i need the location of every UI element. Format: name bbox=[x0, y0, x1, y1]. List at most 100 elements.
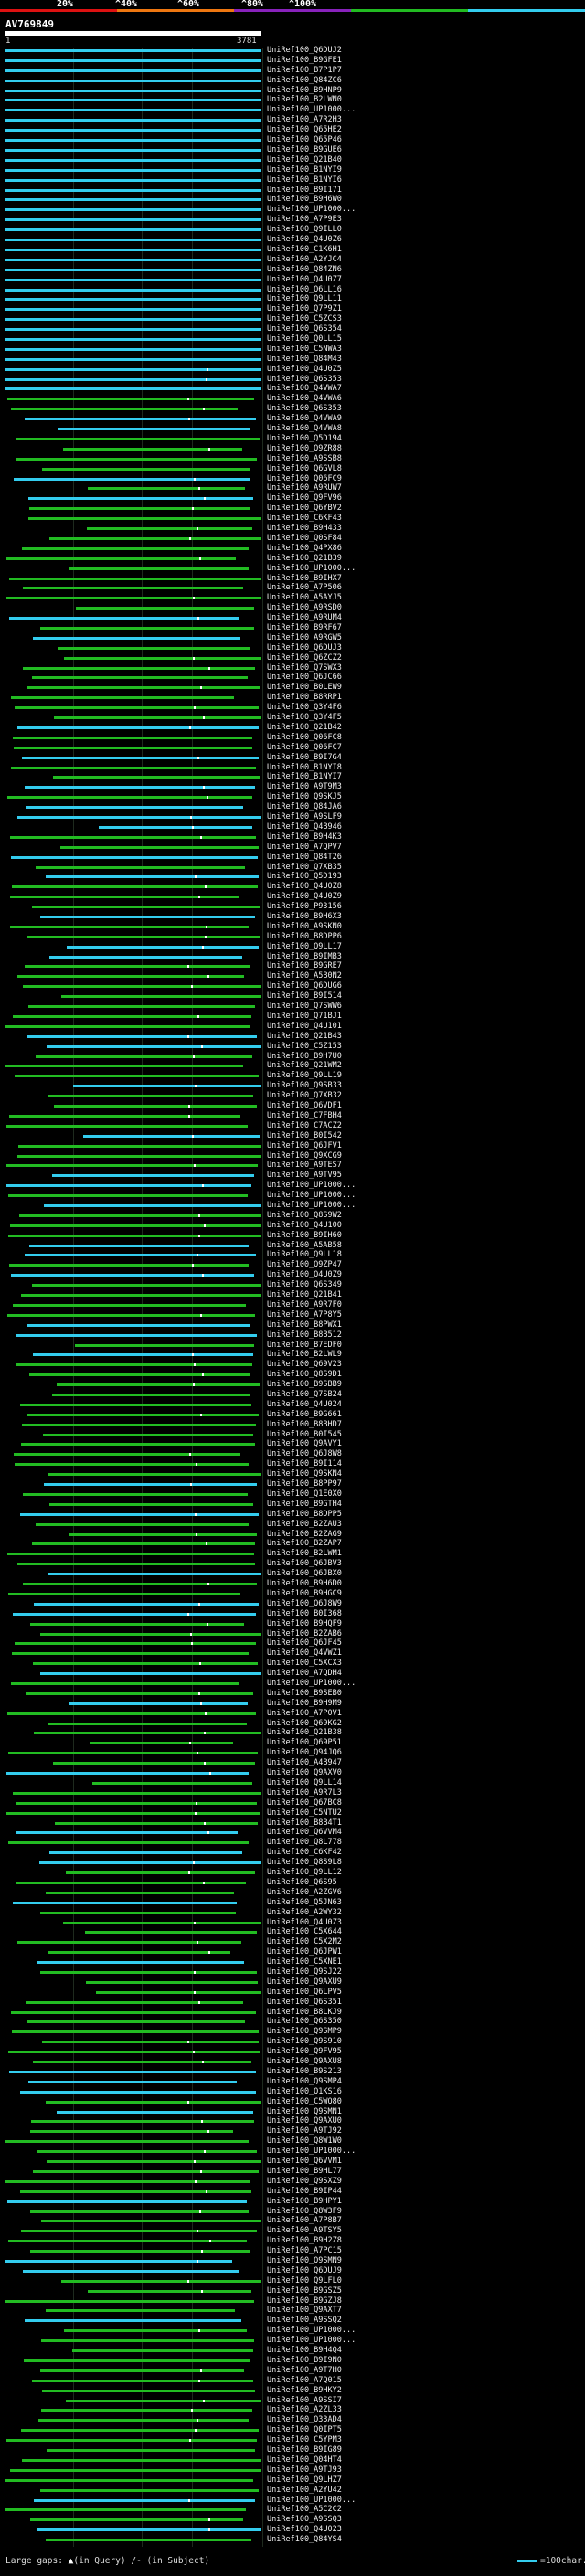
hit-row[interactable]: UniRef100_C5ZCS3 bbox=[0, 315, 585, 323]
hit-row[interactable]: UniRef100_A9TV95 bbox=[0, 1171, 585, 1180]
hit-label[interactable]: UniRef100_P93156 bbox=[267, 902, 342, 912]
hit-row[interactable]: UniRef100_Q84M43 bbox=[0, 355, 585, 364]
hit-row[interactable]: UniRef100_Q6J8W9 bbox=[0, 1599, 585, 1608]
hit-row[interactable]: UniRef100_A9T7H0 bbox=[0, 2366, 585, 2375]
hit-row[interactable]: UniRef100_Q9ZR88 bbox=[0, 444, 585, 453]
hit-label[interactable]: UniRef100_Q6LL16 bbox=[267, 284, 342, 294]
hit-label[interactable]: UniRef100_Q6DUJ9 bbox=[267, 2265, 342, 2275]
hit-row[interactable]: UniRef100_A2ZL33 bbox=[0, 2406, 585, 2414]
hit-label[interactable]: UniRef100_A2WY32 bbox=[267, 1907, 342, 1917]
hit-label[interactable]: UniRef100_A7P9E3 bbox=[267, 215, 342, 225]
hit-row[interactable]: UniRef100_B9HKY2 bbox=[0, 2386, 585, 2395]
hit-label[interactable]: UniRef100_Q6J8W8 bbox=[267, 1449, 342, 1459]
hit-row[interactable]: UniRef100_Q9FV96 bbox=[0, 494, 585, 503]
hit-row[interactable]: UniRef100_B9H7U0 bbox=[0, 1051, 585, 1061]
hit-row[interactable]: UniRef100_Q8S9D1 bbox=[0, 1371, 585, 1379]
hit-row[interactable]: UniRef100_Q9SKJ5 bbox=[0, 793, 585, 801]
hit-label[interactable]: UniRef100_B9HGC9 bbox=[267, 1588, 342, 1598]
hit-label[interactable]: UniRef100_B9IMB3 bbox=[267, 951, 342, 961]
hit-row[interactable]: UniRef100_Q9LL12 bbox=[0, 1869, 585, 1877]
hit-label[interactable]: UniRef100_Q65P46 bbox=[267, 135, 342, 145]
hit-row[interactable]: UniRef100_Q7XB32 bbox=[0, 1092, 585, 1100]
hit-row[interactable]: UniRef100_Q9LHZ7 bbox=[0, 2475, 585, 2485]
hit-label[interactable]: UniRef100_A7Q015 bbox=[267, 2375, 342, 2385]
hit-row[interactable]: UniRef100_B9HQF9 bbox=[0, 1619, 585, 1628]
hit-label[interactable]: UniRef100_A2YJC4 bbox=[267, 254, 342, 264]
hit-row[interactable]: UniRef100_Q65P46 bbox=[0, 135, 585, 145]
hit-row[interactable]: UniRef100_Q6JBV3 bbox=[0, 1560, 585, 1568]
hit-row[interactable]: UniRef100_B9GZJ8 bbox=[0, 2296, 585, 2306]
hit-row[interactable]: UniRef100_B9H4K3 bbox=[0, 832, 585, 842]
hit-row[interactable]: UniRef100_Q4VWA7 bbox=[0, 385, 585, 393]
hit-label[interactable]: UniRef100_Q4VWA8 bbox=[267, 424, 342, 434]
hit-label[interactable]: UniRef100_Q4U0Z5 bbox=[267, 364, 342, 374]
hit-label[interactable]: UniRef100_Q1E0X0 bbox=[267, 1489, 342, 1499]
hit-row[interactable]: UniRef100_B9IMB3 bbox=[0, 951, 585, 961]
hit-row[interactable]: UniRef100_B8PWX1 bbox=[0, 1320, 585, 1330]
hit-label[interactable]: UniRef100_Q33AD4 bbox=[267, 2415, 342, 2425]
hit-row[interactable]: UniRef100_A7PC15 bbox=[0, 2247, 585, 2255]
hit-label[interactable]: UniRef100_B2LWN0 bbox=[267, 95, 342, 105]
hit-row[interactable]: UniRef100_Q04HT4 bbox=[0, 2454, 585, 2465]
hit-row[interactable]: UniRef100_Q1KS16 bbox=[0, 2087, 585, 2096]
hit-label[interactable]: UniRef100_Q9SJ22 bbox=[267, 1967, 342, 1977]
hit-label[interactable]: UniRef100_Q8S9L8 bbox=[267, 1858, 342, 1868]
hit-row[interactable]: UniRef100_Q0IPT5 bbox=[0, 2426, 585, 2434]
hit-row[interactable]: UniRef100_B2LWM1 bbox=[0, 1550, 585, 1558]
hit-label[interactable]: UniRef100_Q0SF84 bbox=[267, 533, 342, 543]
hit-row[interactable]: UniRef100_Q3Y4F5 bbox=[0, 714, 585, 722]
hit-row[interactable]: UniRef100_A5C2C2 bbox=[0, 2505, 585, 2515]
hit-label[interactable]: UniRef100_B8PWX1 bbox=[267, 1320, 342, 1330]
hit-label[interactable]: UniRef100_A7QPV7 bbox=[267, 842, 342, 852]
hit-row[interactable]: UniRef100_Q9SMN1 bbox=[0, 2107, 585, 2116]
hit-row[interactable]: UniRef100_A9TSY5 bbox=[0, 2227, 585, 2235]
hit-label[interactable]: UniRef100_A7P0V1 bbox=[267, 1708, 342, 1718]
hit-label[interactable]: UniRef100_B9H433 bbox=[267, 524, 342, 534]
hit-row[interactable]: UniRef100_Q84T26 bbox=[0, 853, 585, 862]
hit-label[interactable]: UniRef100_C5Z153 bbox=[267, 1041, 342, 1051]
hit-row[interactable]: UniRef100_B9GTH4 bbox=[0, 1500, 585, 1509]
hit-label[interactable]: UniRef100_B9I9N0 bbox=[267, 2355, 342, 2365]
hit-label[interactable]: UniRef100_Q6DUG6 bbox=[267, 981, 342, 991]
hit-label[interactable]: UniRef100_Q6JBX0 bbox=[267, 1569, 342, 1579]
hit-label[interactable]: UniRef100_Q9SMP9 bbox=[267, 2027, 342, 2037]
hit-row[interactable]: UniRef100_Q9LL11 bbox=[0, 295, 585, 303]
hit-label[interactable]: UniRef100_B9GRE7 bbox=[267, 961, 342, 971]
hit-row[interactable]: UniRef100_Q9FV95 bbox=[0, 2048, 585, 2056]
hit-label[interactable]: UniRef100_B9H7U0 bbox=[267, 1051, 342, 1061]
hit-row[interactable]: UniRef100_C5X2M2 bbox=[0, 1938, 585, 1946]
hit-row[interactable]: UniRef100_Q06FC8 bbox=[0, 733, 585, 742]
hit-row[interactable]: UniRef100_A7P8B7 bbox=[0, 2217, 585, 2225]
hit-label[interactable]: UniRef100_Q04HT4 bbox=[267, 2454, 342, 2465]
hit-row[interactable]: UniRef100_A9TJ92 bbox=[0, 2127, 585, 2136]
hit-label[interactable]: UniRef100_B0I368 bbox=[267, 1608, 342, 1618]
hit-row[interactable]: UniRef100_Q9SMN9 bbox=[0, 2257, 585, 2265]
hit-row[interactable]: UniRef100_C7FBH4 bbox=[0, 1111, 585, 1120]
hit-row[interactable]: UniRef100_Q6S354 bbox=[0, 325, 585, 334]
hit-label[interactable]: UniRef100_Q4U0Z7 bbox=[267, 274, 342, 284]
hit-label[interactable]: UniRef100_Q21B43 bbox=[267, 1031, 342, 1041]
hit-row[interactable]: UniRef100_Q6JC66 bbox=[0, 673, 585, 682]
hit-row[interactable]: UniRef100_Q6DUJ3 bbox=[0, 643, 585, 652]
hit-row[interactable]: UniRef100_A5AYJ5 bbox=[0, 594, 585, 602]
hit-row[interactable]: UniRef100_UP1000... bbox=[0, 2327, 585, 2335]
hit-row[interactable]: UniRef100_B9GFE1 bbox=[0, 56, 585, 65]
hit-label[interactable]: UniRef100_Q7SWW6 bbox=[267, 1002, 342, 1012]
hit-label[interactable]: UniRef100_Q6GVL8 bbox=[267, 463, 342, 473]
hit-row[interactable]: UniRef100_B9IP44 bbox=[0, 2187, 585, 2196]
hit-row[interactable]: UniRef100_Q9ILL0 bbox=[0, 226, 585, 234]
hit-label[interactable]: UniRef100_Q8L778 bbox=[267, 1838, 342, 1848]
hit-label[interactable]: UniRef100_Q71BJ1 bbox=[267, 1011, 342, 1021]
hit-row[interactable]: UniRef100_B0I368 bbox=[0, 1608, 585, 1618]
hit-row[interactable]: UniRef100_Q6VDF1 bbox=[0, 1102, 585, 1110]
hit-row[interactable]: UniRef100_Q8S9L8 bbox=[0, 1858, 585, 1868]
hit-label[interactable]: UniRef100_A5C2C2 bbox=[267, 2505, 342, 2515]
hit-label[interactable]: UniRef100_Q21WM2 bbox=[267, 1061, 342, 1071]
hit-row[interactable]: UniRef100_Q9AVY1 bbox=[0, 1440, 585, 1448]
hit-row[interactable]: UniRef100_A9SSQ2 bbox=[0, 2316, 585, 2326]
hit-row[interactable]: UniRef100_Q6JF45 bbox=[0, 1639, 585, 1648]
hit-label[interactable]: UniRef100_A9SSQ2 bbox=[267, 2316, 342, 2326]
hit-row[interactable]: UniRef100_Q9LL18 bbox=[0, 1251, 585, 1259]
hit-row[interactable]: UniRef100_Q5JN63 bbox=[0, 1898, 585, 1907]
hit-row[interactable]: UniRef100_Q4VWA8 bbox=[0, 424, 585, 434]
